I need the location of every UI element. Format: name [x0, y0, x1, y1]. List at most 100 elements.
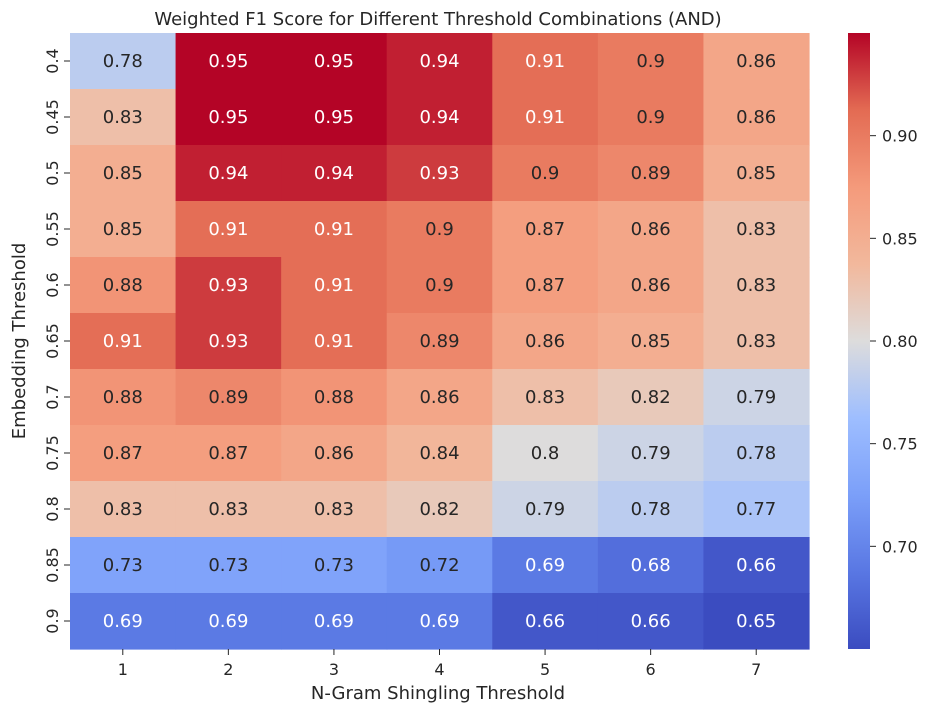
- cell-value-label: 0.91: [314, 219, 354, 240]
- heatmap-cell: [703, 33, 810, 90]
- cell-value-label: 0.78: [736, 443, 776, 464]
- heatmap-cell: [386, 481, 493, 538]
- cell-value-label: 0.9: [636, 51, 665, 72]
- heatmap-cell: [703, 593, 810, 650]
- colorbar-tick-label: 0.90: [882, 127, 918, 146]
- x-tick-label: 1: [118, 660, 128, 679]
- heatmap-cell: [492, 537, 599, 594]
- heatmap-cell: [281, 201, 388, 258]
- y-tick-label: 0.5: [43, 160, 62, 185]
- heatmap-cell: [281, 537, 388, 594]
- heatmap-cell: [175, 145, 282, 202]
- cell-value-label: 0.94: [208, 163, 248, 184]
- cell-value-label: 0.95: [208, 107, 248, 128]
- heatmap-cell: [281, 313, 388, 370]
- heatmap-cell: [492, 369, 599, 426]
- cell-value-label: 0.9: [425, 275, 454, 296]
- heatmap-cell: [70, 425, 177, 482]
- heatmap-cell: [492, 89, 599, 146]
- heatmap-cell: [492, 481, 599, 538]
- heatmap-cell: [386, 257, 493, 314]
- cell-value-label: 0.79: [736, 387, 776, 408]
- heatmap-cell: [281, 89, 388, 146]
- heatmap-cell: [492, 201, 599, 258]
- cell-value-label: 0.83: [208, 499, 248, 520]
- cell-value-label: 0.91: [314, 331, 354, 352]
- cell-value-label: 0.79: [525, 499, 565, 520]
- heatmap-cell: [386, 89, 493, 146]
- heatmap-cell: [597, 145, 705, 202]
- heatmap-cell: [703, 369, 810, 426]
- heatmap-cell: [175, 257, 282, 314]
- cell-value-label: 0.91: [525, 107, 565, 128]
- cell-value-label: 0.83: [736, 219, 776, 240]
- x-tick-label: 6: [646, 660, 656, 679]
- cell-value-label: 0.85: [631, 331, 671, 352]
- heatmap-cell: [70, 593, 177, 650]
- heatmap-cell: [597, 313, 705, 370]
- chart-title: Weighted F1 Score for Different Threshol…: [154, 9, 721, 30]
- heatmap-cell: [386, 145, 493, 202]
- x-tick-label: 4: [434, 660, 444, 679]
- cell-value-label: 0.86: [736, 51, 776, 72]
- heatmap-cell: [70, 313, 177, 370]
- cell-value-label: 0.66: [525, 611, 565, 632]
- heatmap-cell: [386, 33, 493, 90]
- cell-value-label: 0.69: [103, 611, 143, 632]
- y-tick-label: 0.55: [43, 211, 62, 247]
- cell-value-label: 0.9: [531, 163, 560, 184]
- cell-value-label: 0.95: [314, 107, 354, 128]
- heatmap-cell: [492, 145, 599, 202]
- heatmap-cell: [175, 313, 282, 370]
- heatmap-cell: [386, 201, 493, 258]
- cell-value-label: 0.66: [736, 555, 776, 576]
- colorbar-tick-label: 0.85: [882, 229, 918, 248]
- heatmap-cell: [492, 33, 599, 90]
- heatmap-cell: [597, 89, 705, 146]
- cell-value-label: 0.94: [419, 107, 459, 128]
- cell-value-label: 0.9: [425, 219, 454, 240]
- heatmap-cell: [597, 537, 705, 594]
- cell-value-label: 0.89: [208, 387, 248, 408]
- cell-value-label: 0.86: [631, 219, 671, 240]
- heatmap-cell: [281, 369, 388, 426]
- y-tick-label: 0.9: [43, 608, 62, 633]
- y-tick-label: 0.65: [43, 323, 62, 359]
- cell-value-label: 0.88: [314, 387, 354, 408]
- heatmap-cell: [597, 481, 705, 538]
- x-axis-ticks: 1 2 3 4 5 6 7: [118, 649, 761, 679]
- heatmap-cell: [492, 425, 599, 482]
- cell-value-label: 0.87: [103, 443, 143, 464]
- cell-value-label: 0.95: [314, 51, 354, 72]
- x-tick-label: 3: [329, 660, 339, 679]
- heatmap-cell: [597, 593, 705, 650]
- colorbar: [848, 33, 870, 649]
- heatmap-cell: [70, 145, 177, 202]
- heatmap-cell: [70, 89, 177, 146]
- cell-value-label: 0.85: [103, 219, 143, 240]
- cell-value-label: 0.73: [103, 555, 143, 576]
- cell-value-label: 0.95: [208, 51, 248, 72]
- y-tick-label: 0.75: [43, 435, 62, 471]
- heatmap-cells: 0.78 0.95 0.95 0.94 0.91 0.9 0.86 0.83 0.95 0.95 0…: [70, 33, 810, 650]
- heatmap-cell: [281, 425, 388, 482]
- cell-value-label: 0.86: [525, 331, 565, 352]
- heatmap-cell: [175, 481, 282, 538]
- cell-value-label: 0.66: [631, 611, 671, 632]
- cell-value-label: 0.91: [103, 331, 143, 352]
- cell-value-label: 0.82: [631, 387, 671, 408]
- heatmap-cell: [386, 593, 493, 650]
- cell-value-label: 0.72: [419, 555, 459, 576]
- cell-value-label: 0.88: [103, 275, 143, 296]
- cell-value-label: 0.93: [208, 331, 248, 352]
- heatmap-cell: [175, 201, 282, 258]
- cell-value-label: 0.8: [531, 443, 560, 464]
- cell-value-label: 0.88: [103, 387, 143, 408]
- heatmap-cell: [703, 537, 810, 594]
- heatmap-cell: [175, 369, 282, 426]
- heatmap-cell: [175, 593, 282, 650]
- heatmap-cell: [386, 425, 493, 482]
- cell-value-label: 0.69: [525, 555, 565, 576]
- cell-value-label: 0.69: [208, 611, 248, 632]
- heatmap-cell: [175, 89, 282, 146]
